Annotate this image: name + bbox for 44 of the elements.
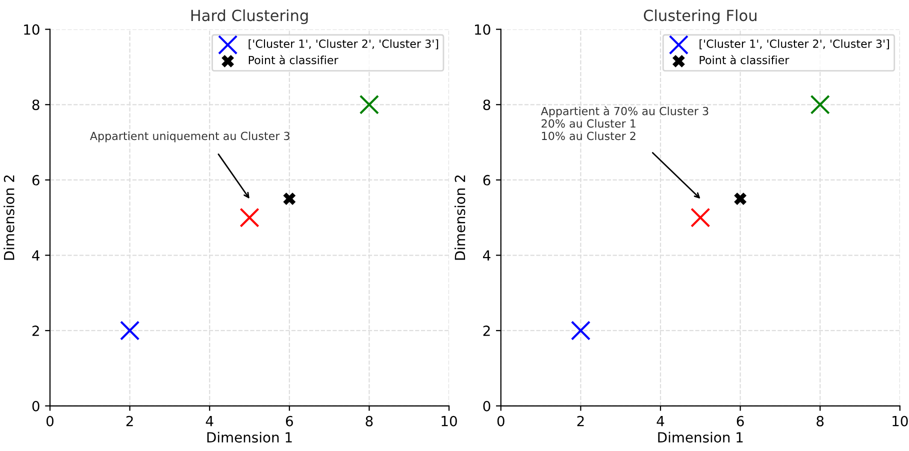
x-tick-label: 4 [656,416,664,426]
y-tick-label: 4 [483,250,490,261]
point [690,208,710,228]
y-tick-label: 6 [32,174,40,186]
chart-title: Clustering Flou [644,9,756,24]
x-axis-title: Dimension 1 [207,432,292,443]
y-tick-label: 6 [483,174,490,186]
point [734,192,747,205]
x-tick-label: 8 [366,416,373,426]
y-tick-label: 10 [475,24,490,35]
legend-label: Point à classifier [248,55,338,64]
y-tick-label: 8 [32,100,40,110]
x-tick-label: 0 [46,416,54,426]
point [120,320,140,340]
point [283,192,296,205]
annotation: Appartient à 70% au Cluster 3 20% au Cluster 1 10% au Cluster 2 [540,106,708,140]
y-tick-label: 0 [32,400,40,412]
x-tick-label: 10 [892,416,908,426]
legend-label: ['Cluster 1', 'Cluster 2', 'Cluster 3'] [248,39,438,50]
x-tick-label: 2 [126,416,133,426]
x-tick-label: 6 [286,416,293,426]
y-tick-label: 10 [24,24,40,35]
legend-label: ['Cluster 1', 'Cluster 2', 'Cluster 3'] [700,39,889,50]
y-axis-title: Dimension 2 [4,175,14,260]
x-tick-label: 4 [206,416,214,426]
x-tick-label: 0 [497,416,504,426]
y-tick-label: 0 [483,400,490,412]
x-tick-label: 10 [442,416,457,426]
y-tick-label: 8 [483,100,490,110]
annotation: Appartient uniquement au Cluster 3 [90,132,290,142]
chart-title: Hard Clustering [191,9,308,24]
point [359,94,380,114]
legend-label: Point à classifier [700,55,790,64]
y-tick-label: 2 [32,326,39,336]
y-tick-label: 2 [483,326,490,336]
point [570,320,591,340]
x-axis-title: Dimension 1 [658,432,743,443]
x-tick-label: 8 [816,416,824,426]
y-tick-label: 4 [32,250,40,261]
point [810,94,830,114]
y-axis-title: Dimension 2 [454,175,466,260]
point [240,208,260,228]
x-tick-label: 6 [736,416,744,426]
x-tick-label: 2 [577,416,584,426]
